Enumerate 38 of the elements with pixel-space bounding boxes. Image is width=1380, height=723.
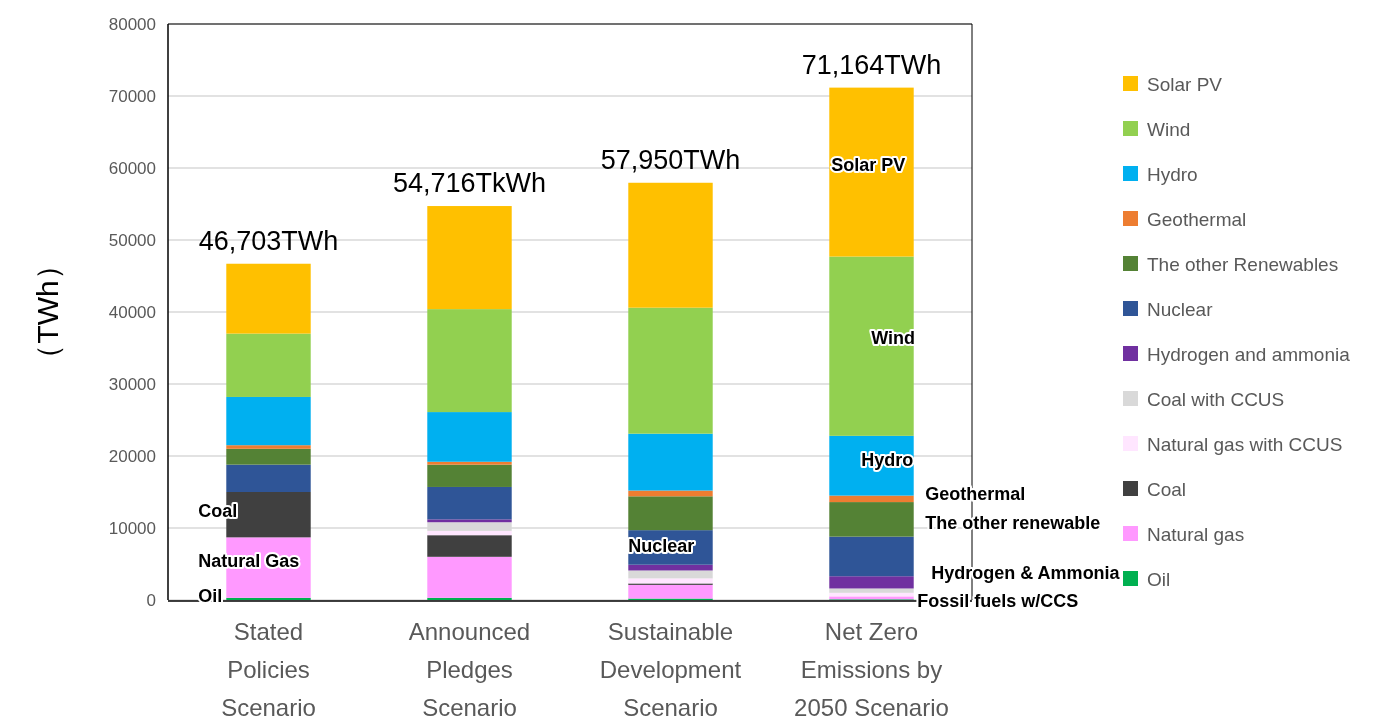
legend-label: Natural gas with CCUS	[1147, 433, 1343, 455]
x-tick-label: Sustainable Development Scenario	[599, 618, 742, 721]
legend-label: The other Renewables	[1147, 253, 1339, 275]
legend-label: Coal with CCUS	[1147, 388, 1285, 410]
y-axis-title: （TWh）	[31, 250, 64, 374]
annotation: Nuclear	[628, 536, 695, 557]
total-label: 57,950TWh	[600, 144, 741, 175]
legend-label: Hydro	[1147, 163, 1198, 185]
x-tick-label: Stated Policies Scenario	[221, 618, 316, 721]
x-tick-label: Net Zero Emissions by 2050 Scenario	[794, 618, 949, 721]
legend-label: Wind	[1147, 118, 1191, 140]
annotation: Hydrogen & Ammonia	[931, 563, 1121, 584]
y-tick-label: 60000	[108, 158, 156, 178]
annotation: Hydro	[861, 450, 914, 471]
annotation: Natural Gas	[198, 551, 300, 572]
total-label: 54,716TkWh	[392, 168, 547, 199]
x-tick-label: Announced Pledges Scenario	[408, 618, 531, 721]
total-label: 71,164TWh	[801, 49, 942, 80]
annotation: Solar PV	[831, 155, 906, 176]
legend-label: Solar PV	[1147, 73, 1223, 95]
y-tick-label: 70000	[108, 86, 156, 106]
legend-label: Coal	[1147, 478, 1187, 500]
legend-label: Nuclear	[1147, 298, 1214, 320]
legend-label: Natural gas	[1147, 523, 1245, 545]
y-tick-label: 80000	[108, 14, 156, 34]
y-tick-label: 40000	[108, 302, 156, 322]
y-tick-label: 0	[146, 590, 156, 610]
annotation: Geothermal	[925, 484, 1026, 505]
legend-label: Geothermal	[1147, 208, 1247, 230]
y-tick-label: 50000	[108, 230, 156, 250]
y-tick-label: 20000	[108, 446, 156, 466]
legend-label: Hydrogen and ammonia	[1147, 343, 1351, 365]
legend-label: Oil	[1147, 568, 1171, 590]
annotation: The other renewable	[925, 513, 1101, 534]
y-tick-label: 30000	[108, 374, 156, 394]
y-tick-label: 10000	[108, 518, 156, 538]
total-label: 46,703TWh	[198, 225, 339, 256]
annotation: Wind	[871, 328, 916, 349]
